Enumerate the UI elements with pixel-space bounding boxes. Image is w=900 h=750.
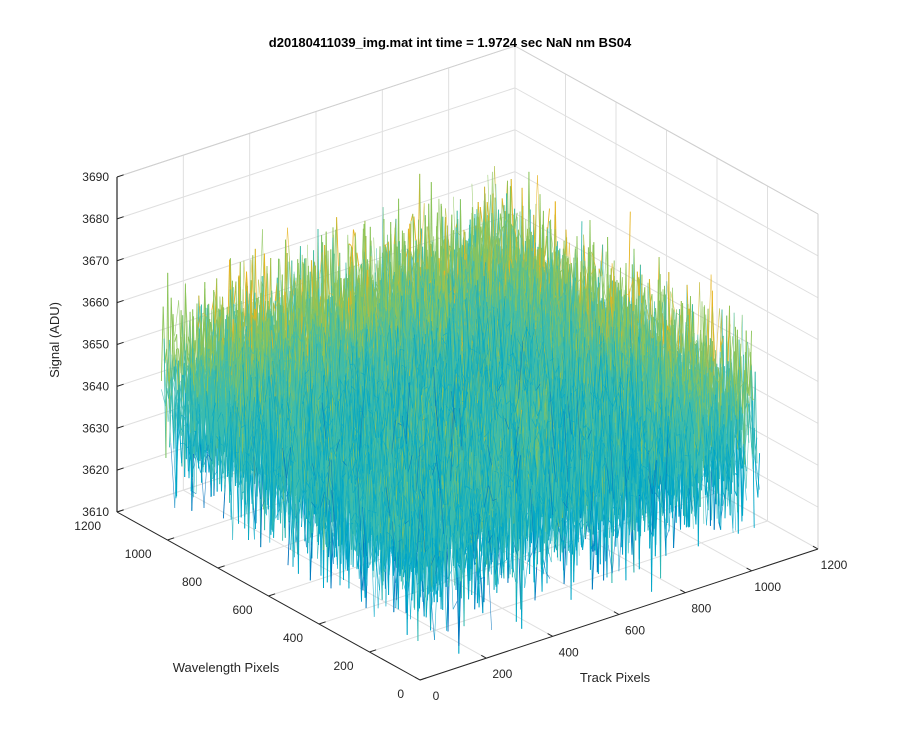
y-tick bbox=[318, 621, 326, 625]
tick-marks bbox=[116, 174, 819, 681]
x-tick bbox=[481, 654, 487, 659]
tick-labels: 0 200 400 600 800 1000 1200 0 200 400 600 800 1000 12… bbox=[74, 170, 847, 703]
y-tick bbox=[167, 537, 175, 541]
x-tick bbox=[547, 633, 553, 637]
grid-line bbox=[514, 129, 819, 299]
x-tick-label: 400 bbox=[559, 645, 579, 659]
z-tick-label: 3650 bbox=[82, 338, 109, 352]
grid-line bbox=[116, 87, 516, 220]
x-tick-label: 1000 bbox=[754, 580, 781, 594]
y-tick-label: 1200 bbox=[74, 519, 101, 533]
box-edge bbox=[116, 45, 516, 178]
x-tick bbox=[680, 589, 686, 594]
z-tick bbox=[116, 258, 124, 262]
x-tick bbox=[812, 545, 819, 550]
x-tick-label: 800 bbox=[691, 602, 711, 616]
grid-line bbox=[116, 171, 516, 304]
z-tick bbox=[116, 509, 124, 513]
x-tick-label: 0 bbox=[433, 689, 440, 703]
y-tick-label: 1000 bbox=[125, 547, 152, 561]
box-edge bbox=[514, 45, 819, 215]
y-tick bbox=[419, 677, 427, 681]
z-tick-label: 3670 bbox=[82, 254, 109, 268]
x-tick-label: 1200 bbox=[821, 558, 848, 572]
y-tick-label: 600 bbox=[232, 603, 252, 617]
z-tick bbox=[116, 467, 124, 471]
y-axis-label: Wavelength Pixels bbox=[173, 660, 280, 675]
z-tick-label: 3640 bbox=[82, 379, 109, 393]
z-tick-label: 3630 bbox=[82, 421, 109, 435]
x-tick-label: 600 bbox=[625, 624, 645, 638]
y-tick bbox=[268, 593, 276, 597]
x-axis-label: Track Pixels bbox=[580, 670, 651, 685]
grid-line bbox=[514, 87, 819, 257]
z-tick-label: 3610 bbox=[82, 505, 109, 519]
surface-mesh bbox=[160, 166, 761, 654]
x-tick bbox=[613, 611, 620, 615]
y-tick bbox=[217, 565, 225, 569]
z-tick-label: 3660 bbox=[82, 296, 109, 310]
grid-line bbox=[369, 520, 768, 653]
z-tick-label: 3620 bbox=[82, 463, 109, 477]
x-tick bbox=[746, 567, 752, 572]
y-tick-label: 800 bbox=[182, 575, 202, 589]
y-tick-label: 400 bbox=[283, 631, 303, 645]
z-tick bbox=[116, 299, 124, 304]
y-tick-label: 200 bbox=[333, 659, 353, 673]
x-tick bbox=[414, 676, 421, 681]
z-tick bbox=[116, 425, 124, 429]
z-tick bbox=[116, 174, 124, 178]
chart-title: d20180411039_img.mat int time = 1.9724 s… bbox=[269, 35, 632, 50]
y-tick bbox=[369, 649, 377, 653]
grid-line bbox=[514, 171, 819, 341]
z-tick bbox=[116, 341, 124, 345]
z-tick bbox=[116, 383, 124, 387]
z-tick bbox=[116, 216, 124, 220]
z-axis-label: Signal (ADU) bbox=[47, 302, 62, 378]
y-tick-label: 0 bbox=[397, 687, 404, 701]
z-tick-label: 3680 bbox=[82, 212, 109, 226]
x-tick-label: 200 bbox=[492, 667, 512, 681]
grid-line bbox=[116, 129, 516, 262]
z-tick-label: 3690 bbox=[82, 170, 109, 184]
